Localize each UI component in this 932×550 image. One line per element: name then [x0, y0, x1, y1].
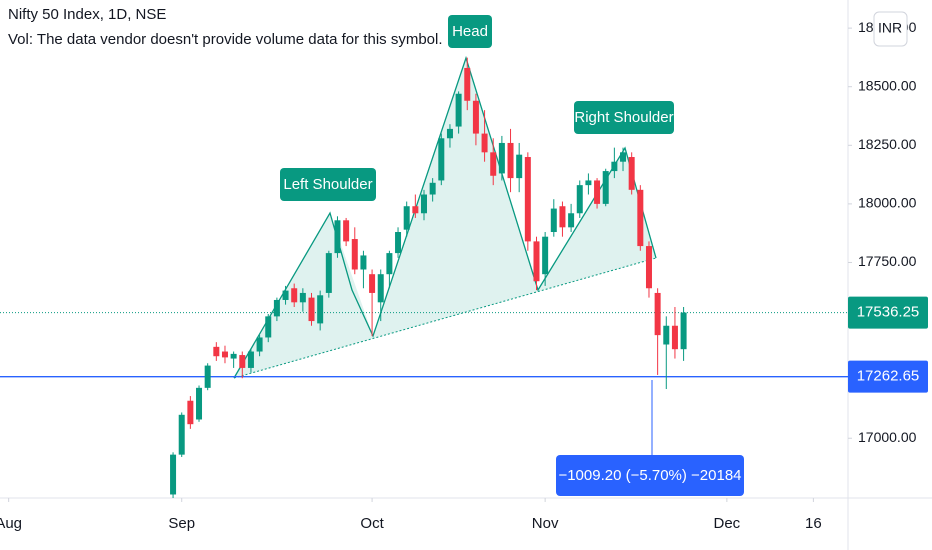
- x-tick-label: Oct: [360, 515, 384, 532]
- candle-body: [438, 138, 445, 181]
- pattern-fill: [234, 58, 656, 378]
- candle-body: [542, 236, 549, 275]
- candle-body: [602, 171, 609, 204]
- candle-body: [594, 180, 601, 204]
- candle-body: [308, 297, 315, 322]
- candle-body: [421, 194, 427, 214]
- candle-body: [170, 454, 177, 495]
- annotation: Right Shoulder: [574, 109, 673, 126]
- candle-body: [533, 241, 540, 282]
- candle-body: [273, 299, 280, 317]
- candle-body: [585, 180, 592, 186]
- candle-body: [637, 189, 644, 247]
- candle-body: [178, 414, 185, 455]
- candle-body: [645, 246, 652, 289]
- candle-body: [550, 208, 557, 233]
- candle-body: [369, 274, 376, 293]
- y-tick-label: 17000.00: [858, 429, 917, 445]
- x-tick-label: Sep: [168, 515, 195, 532]
- neckline: [233, 257, 657, 379]
- price-label-box: [848, 360, 928, 393]
- candle-body: [429, 182, 436, 195]
- candle-body: [265, 316, 272, 338]
- price-label-box: [848, 296, 928, 329]
- candle-body: [628, 157, 635, 190]
- x-tick-label: Aug: [0, 515, 22, 532]
- price-label: 17536.25: [857, 304, 920, 321]
- measure-label: −1009.20 (−5.70%) −20184: [558, 467, 741, 484]
- candle-body: [490, 152, 497, 176]
- annotation: Left Shoulder: [283, 176, 372, 193]
- candle-body: [524, 157, 531, 242]
- candle-body: [446, 128, 453, 139]
- candle-body: [360, 255, 367, 270]
- candle-body: [464, 67, 471, 101]
- candle-body: [611, 161, 618, 172]
- candle-body: [187, 400, 194, 425]
- candle-body: [412, 206, 419, 214]
- candle-body: [221, 351, 228, 358]
- candle-body: [247, 351, 254, 368]
- x-tick-label: Nov: [532, 515, 559, 532]
- candle-body: [386, 253, 393, 275]
- candle-body: [395, 232, 402, 254]
- y-tick-label: 18000.00: [858, 195, 917, 211]
- annotation-box: [574, 101, 674, 134]
- y-tick-label: 17750.00: [858, 253, 917, 269]
- pattern-outline: [233, 55, 657, 379]
- price-label: 17262.65: [857, 368, 920, 385]
- annotation-box: [280, 168, 376, 201]
- candle-body: [620, 152, 627, 162]
- candle-body: [291, 288, 298, 303]
- currency-button[interactable]: [873, 11, 908, 47]
- candle-body: [282, 290, 289, 300]
- plot: [0, 57, 848, 498]
- annotation: Head: [452, 23, 488, 40]
- x-tick-label: Dec: [714, 515, 741, 532]
- y-tick-label: 18250.00: [858, 136, 917, 152]
- candle-body: [317, 295, 324, 324]
- candle-body: [403, 206, 410, 230]
- candle-body: [256, 337, 263, 352]
- candle-body: [516, 154, 523, 179]
- candle-body: [498, 142, 505, 174]
- candle-body: [568, 213, 575, 228]
- currency-label[interactable]: INR: [878, 20, 902, 36]
- candle-body: [334, 220, 341, 254]
- candle-body: [204, 365, 211, 388]
- candle-body: [196, 387, 203, 420]
- candle-body: [213, 346, 220, 357]
- candle-body: [325, 253, 332, 293]
- y-tick-label: 18500.00: [858, 77, 917, 93]
- candle-body: [351, 239, 358, 270]
- candle-body: [377, 274, 384, 303]
- candle-body: [481, 133, 488, 153]
- candle-body: [680, 312, 687, 350]
- chart-title: Nifty 50 Index, 1D, NSE: [8, 6, 166, 23]
- x-tick-label: 16: [805, 515, 822, 532]
- candle-body: [239, 355, 246, 368]
- candle-body: [299, 292, 306, 303]
- measure-box: [556, 455, 744, 496]
- candle-body: [671, 325, 678, 350]
- candle-body: [343, 220, 350, 242]
- candle-body: [663, 325, 670, 345]
- candle-body: [472, 100, 479, 134]
- candle-body: [559, 206, 566, 228]
- candle-body: [230, 353, 237, 359]
- candle-body: [654, 292, 661, 336]
- candle-body: [507, 142, 514, 179]
- chart-subtitle: Vol: The data vendor doesn't provide vol…: [8, 31, 443, 48]
- candle-body: [455, 93, 462, 127]
- candle-body: [576, 185, 583, 214]
- annotation-box: [448, 15, 492, 48]
